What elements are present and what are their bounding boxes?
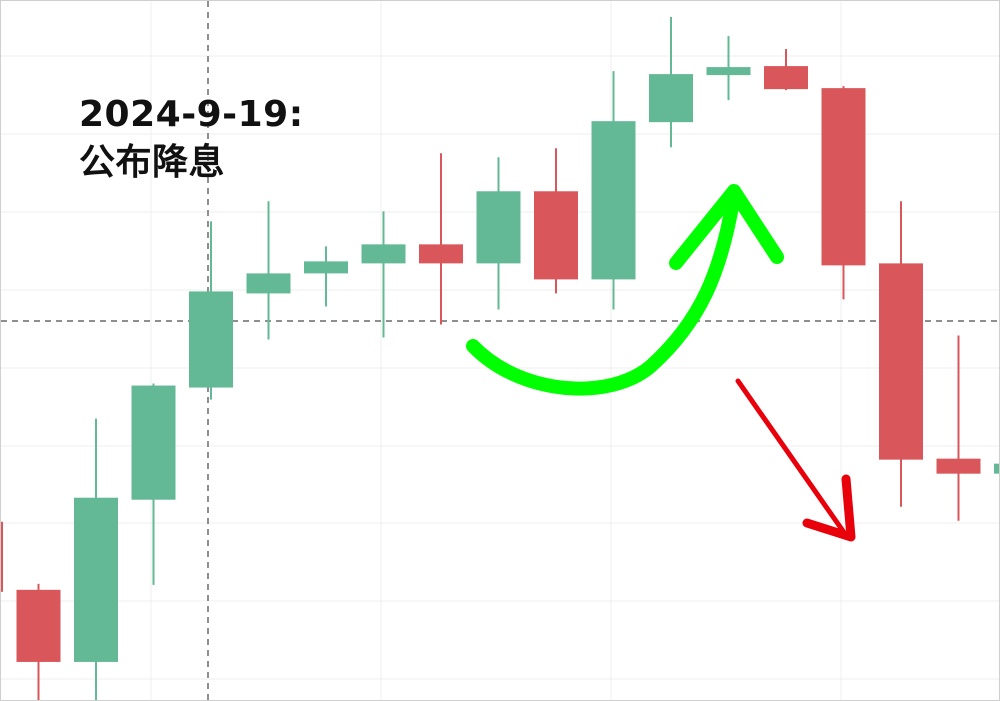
candle-body	[131, 385, 176, 500]
candle-body	[821, 88, 866, 266]
candle	[764, 49, 808, 91]
annotation-date: 2024-9-19:	[79, 94, 304, 135]
candle	[304, 246, 348, 307]
candle	[16, 583, 61, 700]
candle	[476, 157, 521, 310]
candle	[821, 86, 866, 300]
candle-body	[936, 458, 981, 474]
candle	[534, 148, 578, 294]
green-curved-arrow	[466, 194, 740, 396]
candle-body	[879, 263, 923, 460]
candle-body	[189, 291, 233, 388]
candle-body	[649, 74, 693, 123]
arrow-annotations	[466, 184, 856, 542]
candle	[936, 335, 981, 521]
candle	[706, 36, 751, 101]
red-arrow	[735, 378, 846, 534]
candle-body	[994, 463, 999, 474]
candle-body	[764, 66, 808, 90]
candles	[1, 17, 999, 700]
candle	[189, 221, 233, 400]
candle	[419, 153, 463, 325]
candle	[591, 71, 636, 310]
candle	[994, 463, 999, 474]
candle-body	[591, 121, 636, 280]
annotation-event: 公布降息	[79, 142, 226, 183]
event-annotation: 2024-9-19: 公布降息	[79, 91, 304, 187]
candle-body	[304, 261, 348, 274]
candle	[74, 418, 118, 700]
candle	[131, 383, 176, 585]
candle-body	[1, 521, 3, 592]
candle-body	[16, 589, 61, 662]
candle-body	[74, 497, 118, 662]
candle	[361, 211, 406, 338]
candle-body	[476, 191, 521, 264]
candle-body	[361, 244, 406, 264]
candle	[246, 201, 291, 340]
candle-body	[706, 67, 751, 76]
candle	[1, 521, 3, 592]
candle	[879, 201, 923, 507]
candle	[649, 17, 693, 148]
red-arrow-head	[802, 474, 856, 542]
candle-body	[534, 191, 578, 280]
candle-body	[246, 273, 291, 294]
candle-body	[419, 244, 463, 264]
green-arrow-head	[669, 184, 784, 270]
